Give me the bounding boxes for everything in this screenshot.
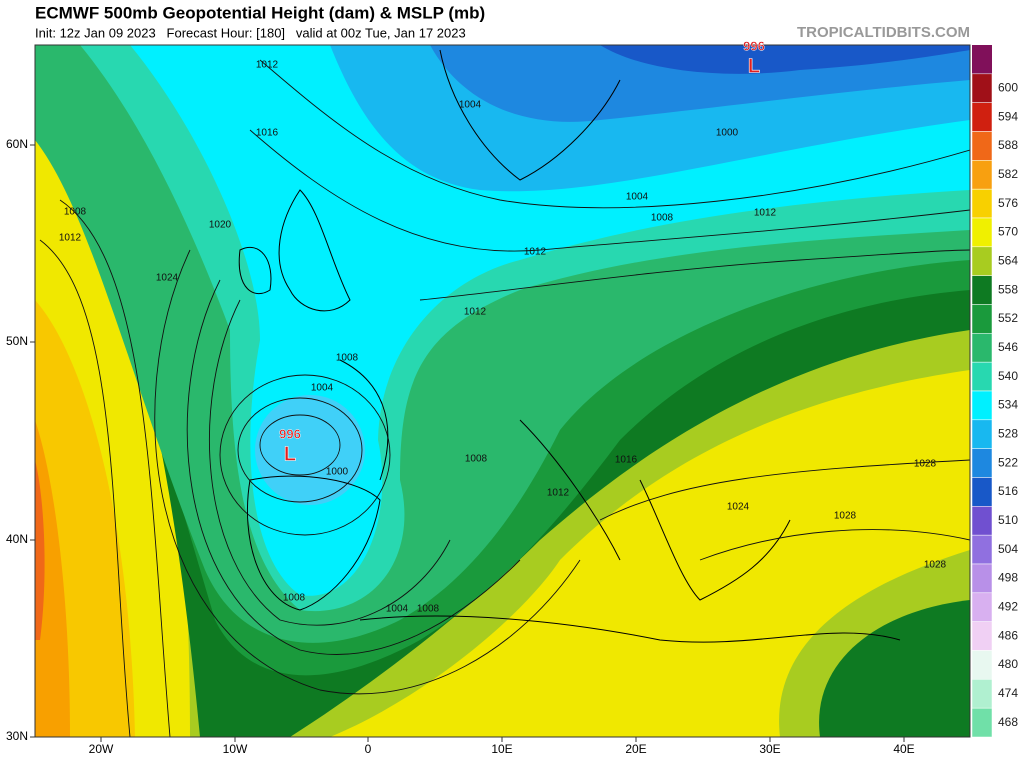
- title: ECMWF 500mb Geopotential Height (dam) & …: [35, 3, 485, 22]
- colorbar-label: 522: [998, 455, 1018, 469]
- colorbar-label: 546: [998, 340, 1018, 354]
- colorbar-label: 570: [998, 225, 1018, 239]
- colorbar-swatch: [971, 361, 993, 392]
- low-pressure-value: 996: [743, 38, 765, 53]
- colorbar-swatch: [971, 679, 993, 709]
- colorbar-label: 504: [998, 542, 1018, 556]
- colorbar-swatch: [971, 534, 993, 565]
- isobar-label: 1024: [156, 273, 179, 284]
- colorbar-swatch: [971, 506, 993, 536]
- colorbar-swatch: [971, 707, 993, 738]
- colorbar-swatch: [971, 477, 993, 507]
- colorbar-label: 474: [998, 686, 1018, 700]
- colorbar-swatch: [971, 246, 993, 276]
- colorbar-top-swatch: [972, 45, 992, 74]
- isobar-label: 1024: [727, 502, 750, 513]
- colorbar-swatch: [971, 217, 993, 248]
- isobar-label: 1004: [386, 604, 409, 615]
- low-symbol: L: [284, 443, 296, 465]
- colorbar-swatch: [971, 73, 993, 103]
- colorbar-label: 576: [998, 196, 1018, 210]
- colorbar-label: 540: [998, 369, 1018, 383]
- isobar-label: 1000: [716, 128, 739, 139]
- colorbar-swatch: [971, 448, 993, 478]
- lon-label: 10E: [491, 742, 512, 756]
- colorbar-label: 594: [998, 109, 1018, 123]
- isobar-label: 1004: [459, 100, 482, 111]
- lon-label: 0: [365, 742, 372, 756]
- watermark: TROPICALTIDBITS.COM: [797, 24, 970, 41]
- colorbar-label: 534: [998, 398, 1018, 412]
- isobar-label: 1016: [256, 128, 279, 139]
- isobar-label: 1012: [754, 208, 777, 219]
- colorbar-label: 582: [998, 167, 1018, 181]
- colorbar-swatch: [971, 275, 993, 305]
- lat-label: 40N: [6, 532, 28, 546]
- isobar-label: 1008: [283, 593, 306, 604]
- colorbar-swatch: [971, 621, 993, 651]
- lon-label: 20E: [625, 742, 646, 756]
- isobar-label: 1020: [209, 220, 232, 231]
- isobar-label: 1004: [311, 383, 334, 394]
- isobar-label: 1028: [834, 511, 857, 522]
- colorbar-label: 516: [998, 484, 1018, 498]
- lon-label: 10W: [223, 742, 248, 756]
- lat-label: 30N: [6, 729, 28, 743]
- colorbar-label: 492: [998, 599, 1018, 613]
- isobar-label: 1008: [465, 454, 488, 465]
- lon-label: 30E: [759, 742, 780, 756]
- isobars: [39, 59, 970, 737]
- isobar-label: 1012: [547, 488, 570, 499]
- isobar-label: 1008: [64, 207, 87, 218]
- colorbar-swatch: [971, 563, 993, 594]
- isobar-label: 1012: [464, 307, 487, 318]
- colorbar-swatch: [971, 390, 993, 421]
- low-pressure-value: 996: [279, 426, 301, 441]
- colorbar-label: 486: [998, 628, 1018, 642]
- colorbar-label: 588: [998, 138, 1018, 152]
- colorbar-swatch: [971, 131, 993, 161]
- colorbar-swatch: [971, 650, 993, 680]
- colorbar-label: 498: [998, 571, 1018, 585]
- colorbar-swatch: [971, 333, 993, 363]
- lon-label: 20W: [89, 742, 114, 756]
- lon-label: 40E: [893, 742, 914, 756]
- isobar-label: 1016: [615, 455, 638, 466]
- colorbar-swatch: [971, 592, 993, 622]
- lat-label: 60N: [6, 137, 28, 151]
- lat-label: 50N: [6, 334, 28, 348]
- colorbar-label: 528: [998, 426, 1018, 440]
- isobar-label: 1012: [59, 233, 82, 244]
- isobar-label: 1028: [924, 560, 947, 571]
- colorbar-swatch: [971, 419, 993, 449]
- isobar-label: 1000: [326, 467, 349, 478]
- colorbar-label: 468: [998, 715, 1018, 729]
- subtitle: Init: 12z Jan 09 2023 Forecast Hour: [18…: [35, 25, 466, 40]
- colorbar-label: 552: [998, 311, 1018, 325]
- isobar-label: 1012: [256, 60, 279, 71]
- isobar-label: 1008: [417, 604, 440, 615]
- colorbar-label: 480: [998, 657, 1018, 671]
- colorbar-label: 564: [998, 253, 1018, 267]
- isobar-label: 1008: [651, 213, 674, 224]
- map-labels: 60N 50N 40N 30N 20W 10W 0 10E 20E 30E 40E 1012 1016 1…: [6, 38, 947, 756]
- colorbar-label: 558: [998, 282, 1018, 296]
- colorbar: 600 594 588 582 576 570 564 558 552 546 540 534 528 5…: [971, 45, 1018, 738]
- colorbar-swatch: [971, 304, 993, 334]
- colorbar-label: 600: [998, 80, 1018, 94]
- coastlines: [238, 49, 901, 643]
- isobar-label: 1012: [524, 247, 547, 258]
- map-fill: [35, 45, 970, 737]
- colorbar-swatch: [971, 188, 993, 219]
- isobar-label: 1004: [626, 192, 649, 203]
- low-symbol: L: [748, 55, 760, 77]
- colorbar-swatch: [971, 160, 993, 190]
- colorbar-swatch: [971, 102, 993, 132]
- colorbar-label: 510: [998, 513, 1018, 527]
- isobar-label: 1008: [336, 353, 359, 364]
- isobar-label: 1028: [914, 459, 937, 470]
